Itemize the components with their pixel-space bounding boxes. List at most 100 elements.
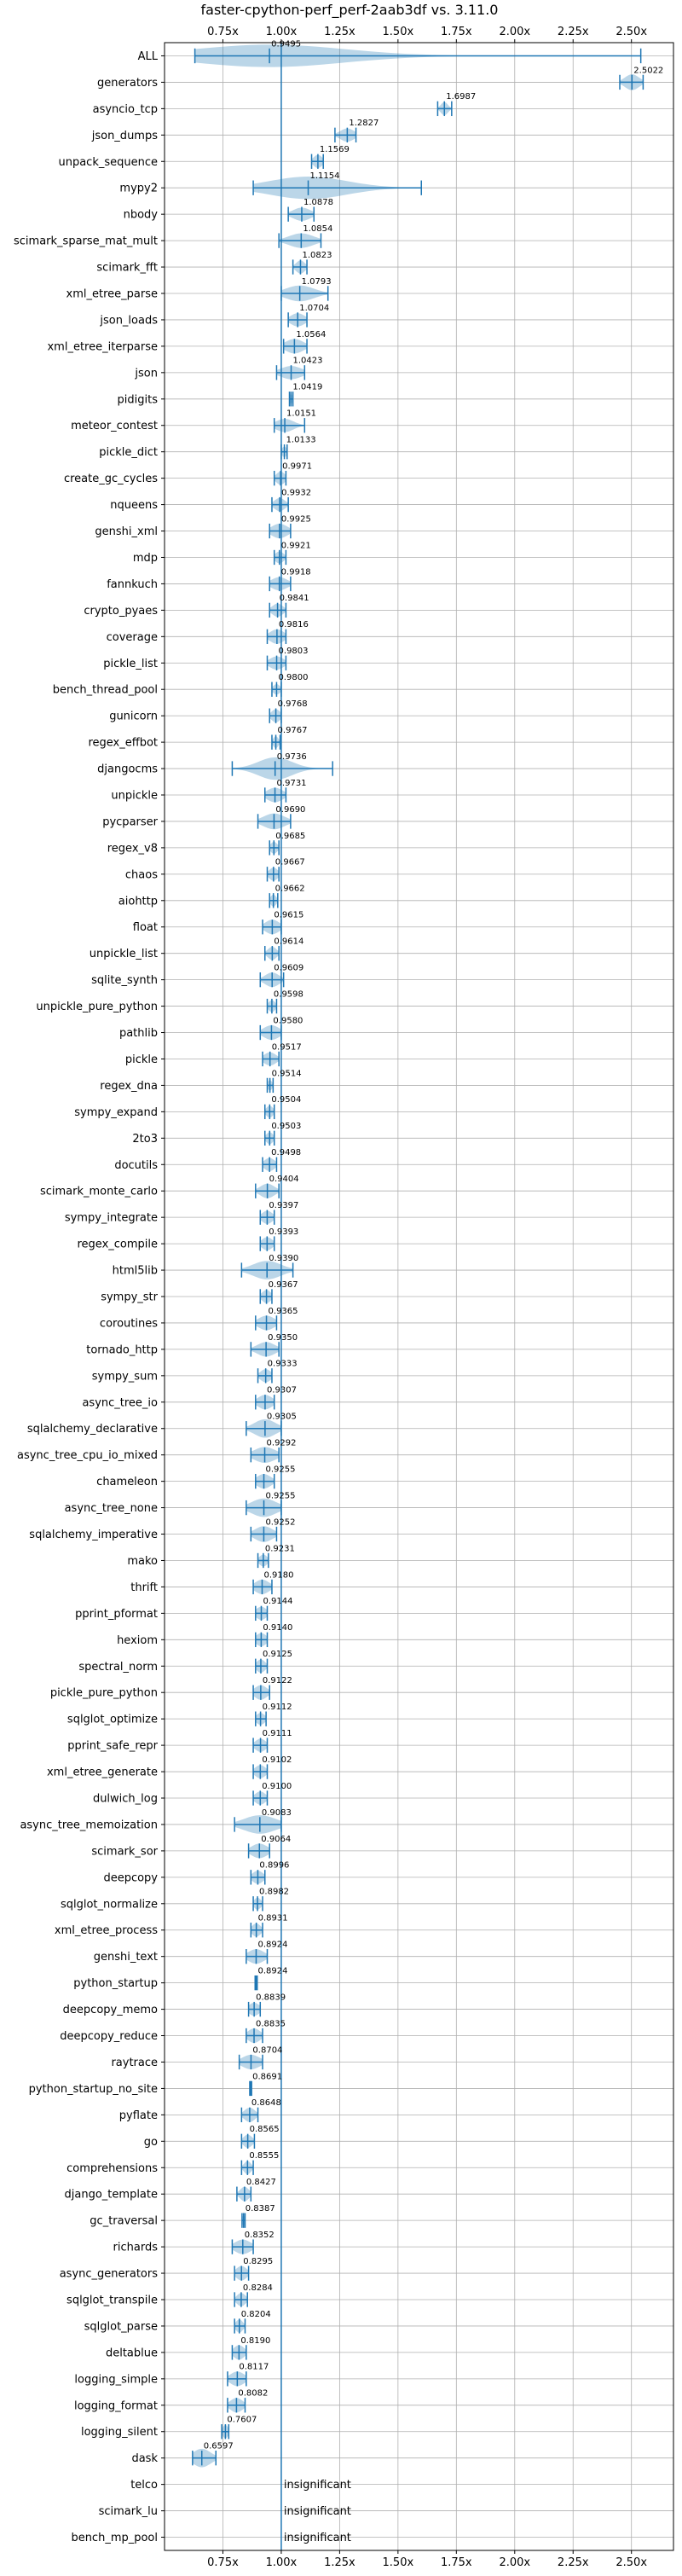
median-value-label: 0.9255 — [266, 1465, 296, 1474]
benchmark-label: sqlalchemy_declarative — [27, 1423, 158, 1436]
x-tick-label-bottom: 1.75x — [441, 2556, 472, 2569]
median-value-label: 0.9305 — [267, 1413, 297, 1422]
median-value-label: 0.9404 — [269, 1175, 299, 1184]
median-value-label: 0.9102 — [262, 1755, 292, 1765]
benchmark-label: gunicorn — [109, 711, 158, 723]
benchmark-label: pickle_pure_python — [50, 1687, 158, 1700]
benchmark-label: sympy_str — [101, 1291, 158, 1304]
median-value-label: 0.9736 — [277, 752, 307, 762]
benchmark-label: logging_silent — [81, 2426, 158, 2439]
benchmark-label: async_generators — [60, 2268, 159, 2281]
median-value-label: 0.7607 — [227, 2416, 257, 2425]
median-value-label: 0.9307 — [267, 1386, 297, 1395]
median-value-label: 0.9921 — [281, 541, 311, 550]
median-value-label: 1.0564 — [296, 330, 326, 339]
benchmark-label: mdp — [133, 552, 158, 565]
median-value-label: 1.6987 — [446, 92, 476, 102]
median-value-label: 0.9841 — [280, 594, 309, 603]
x-tick-label-top: 1.00x — [266, 26, 298, 38]
benchmark-label: tornado_http — [86, 1343, 158, 1356]
median-value-label: 1.0854 — [303, 224, 332, 234]
median-value-label: 0.9768 — [278, 699, 308, 709]
median-value-label: 0.9122 — [263, 1676, 292, 1685]
median-value-label: 0.9767 — [278, 726, 308, 735]
median-value-label: 0.8427 — [246, 2178, 276, 2187]
median-value-label: 0.8924 — [257, 1941, 287, 1950]
median-value-label: 0.9580 — [273, 1016, 303, 1025]
benchmark-label: aiohttp — [118, 895, 158, 908]
benchmark-label: sqlglot_optimize — [67, 1714, 158, 1726]
benchmark-label: pickle_list — [103, 658, 158, 670]
insignificant-label: insignificant — [284, 2479, 351, 2492]
benchmark-label: sqlglot_normalize — [61, 1898, 158, 1911]
chart-title: faster-cpython-perf_perf-2aab3df vs. 3.1… — [201, 2, 499, 19]
median-value-label: 0.9125 — [263, 1650, 292, 1659]
median-value-label: 0.9100 — [262, 1782, 292, 1791]
median-value-label: 0.9144 — [263, 1597, 292, 1606]
benchmark-label: sympy_sum — [92, 1370, 158, 1383]
benchmark-label: coroutines — [100, 1317, 158, 1330]
median-value-label: 0.8565 — [250, 2125, 280, 2134]
median-value-label: 0.9504 — [271, 1095, 301, 1105]
benchmark-label: xml_etree_process — [55, 1924, 158, 1937]
median-value-label: 0.9615 — [274, 911, 303, 920]
benchmark-label: sqlglot_parse — [84, 2320, 158, 2333]
benchmark-label: pickle_dict — [99, 446, 158, 459]
median-value-label: 0.9731 — [277, 779, 307, 788]
benchmark-label: deepcopy — [103, 1871, 158, 1884]
benchmark-label: async_tree_io — [82, 1396, 158, 1409]
benchmark-label: thrift — [130, 1581, 158, 1594]
benchmark-label: async_tree_none — [65, 1502, 158, 1515]
benchmark-label: mypy2 — [119, 183, 158, 195]
median-value-label: 0.9112 — [263, 1703, 292, 1712]
median-value-label: 1.0423 — [293, 357, 323, 366]
median-value-label: 0.8295 — [243, 2257, 273, 2266]
median-value-label: 2.5022 — [633, 66, 663, 75]
benchmark-label: sqlglot_transpile — [66, 2295, 158, 2307]
median-value-label: 0.9503 — [271, 1122, 301, 1131]
benchmark-label: regex_dna — [100, 1080, 158, 1093]
benchmark-label: pickle — [125, 1053, 158, 1066]
median-value-label: 0.9918 — [281, 567, 311, 577]
x-tick-label-bottom: 2.50x — [616, 2556, 647, 2569]
median-value-label: 0.8352 — [245, 2231, 275, 2240]
benchmark-label: raytrace — [111, 2057, 158, 2069]
benchmark-label: regex_v8 — [107, 842, 158, 855]
plot-frame — [164, 42, 674, 2551]
x-tick-label-top: 2.00x — [499, 26, 530, 38]
benchmark-label: scimark_fft — [96, 262, 158, 275]
benchmark-label: telco — [130, 2479, 158, 2492]
median-value-label: 0.8839 — [256, 1993, 286, 2002]
benchmark-label: unpack_sequence — [58, 156, 158, 169]
median-value-label: 0.9390 — [269, 1254, 298, 1263]
median-value-label: 0.9932 — [281, 488, 311, 497]
benchmark-label: deepcopy_reduce — [60, 2030, 158, 2043]
benchmark-label: pprint_safe_repr — [67, 1740, 158, 1753]
benchmark-label: django_template — [65, 2189, 158, 2202]
median-value-label: 0.9367 — [269, 1280, 298, 1290]
benchmark-label: ALL — [138, 50, 159, 63]
x-tick-label-bottom: 2.00x — [499, 2556, 530, 2569]
median-value-label: 0.9333 — [268, 1360, 298, 1369]
benchmark-label: comprehensions — [66, 2162, 158, 2175]
benchmark-label: go — [144, 2136, 158, 2149]
median-value-label: 1.2827 — [349, 119, 379, 128]
median-value-label: 0.9971 — [282, 461, 312, 471]
x-tick-label-top: 1.50x — [383, 26, 414, 38]
benchmark-label: html5lib — [113, 1265, 158, 1278]
median-value-label: 0.9614 — [274, 937, 303, 947]
benchmark-label: spectral_norm — [78, 1661, 158, 1674]
benchmark-label: scimark_sparse_mat_mult — [14, 235, 158, 248]
benchmark-label: djangocms — [97, 763, 158, 776]
benchmark-label: pycparser — [102, 815, 158, 828]
benchmark-label: create_gc_cycles — [64, 473, 158, 485]
benchmark-label: unpickle_list — [90, 948, 158, 960]
benchmark-label: xml_etree_iterparse — [47, 340, 158, 353]
benchmark-label: pathlib — [119, 1027, 158, 1040]
median-value-label: 0.8704 — [252, 2045, 282, 2055]
benchmark-label: crypto_pyaes — [84, 605, 158, 618]
benchmark-label: pidigits — [118, 393, 159, 406]
median-value-label: 0.8835 — [256, 2019, 286, 2028]
median-value-label: 0.9064 — [261, 1835, 291, 1844]
median-value-label: 0.8204 — [241, 2310, 271, 2319]
